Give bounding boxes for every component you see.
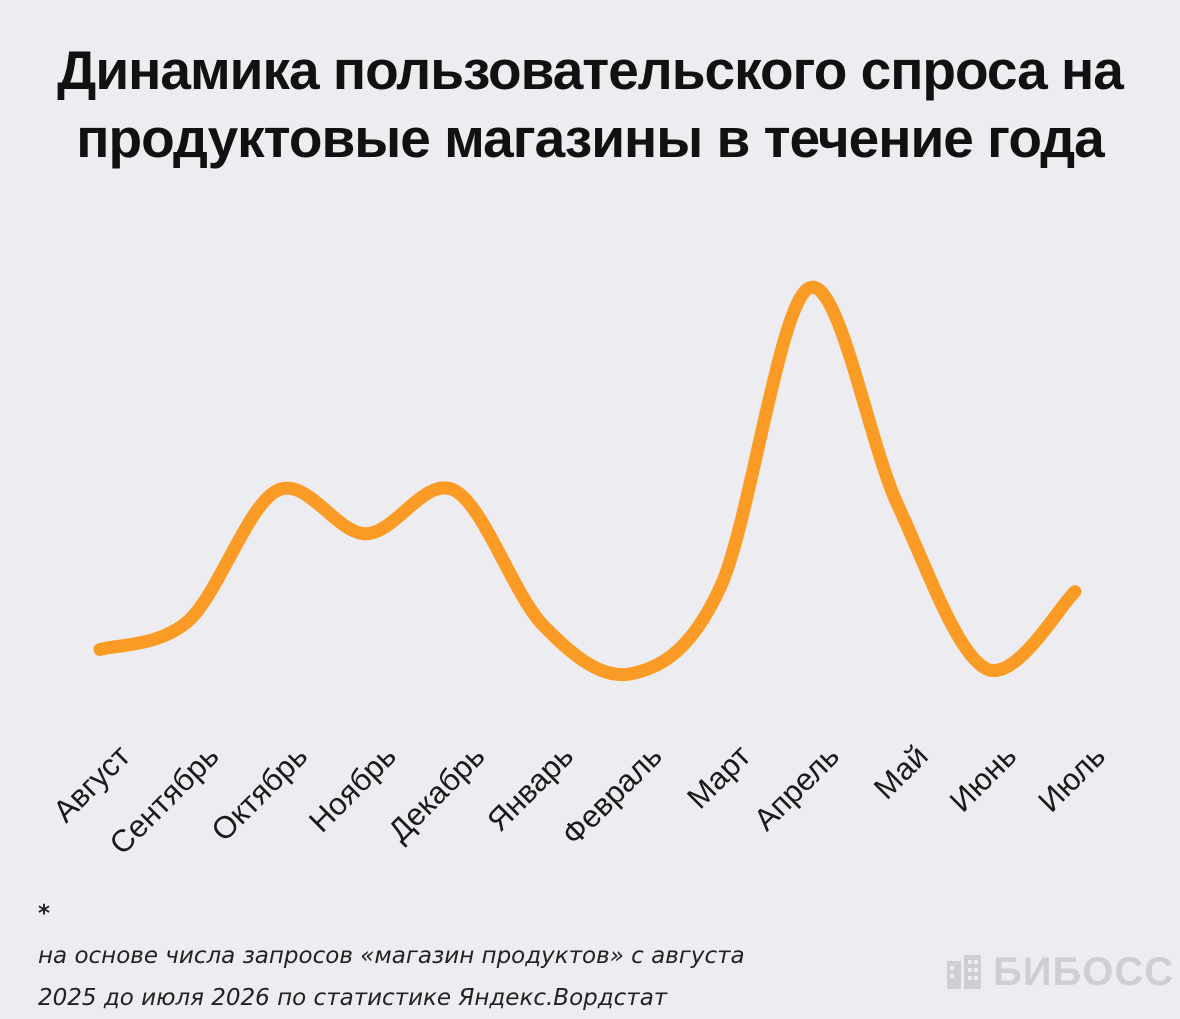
chart-title-line-2: продуктовые магазины в течение года <box>76 107 1104 169</box>
x-tick-label-3: Октябрь <box>205 738 315 848</box>
footnote-star: * <box>38 901 51 927</box>
demand-series-line <box>93 280 1082 682</box>
chart-title-line-1: Динамика пользовательского спроса на <box>57 39 1124 101</box>
brand-logo: БИБОСС <box>945 950 1174 994</box>
x-tick-label-8: Март <box>680 738 757 815</box>
x-tick-label-10: Май <box>867 738 935 806</box>
footnote-line-2: 2025 до июля 2026 по статистике Яндекс.В… <box>38 985 668 1011</box>
footnote: * на основе числа запросов «магазин проду… <box>38 893 745 1019</box>
footnote-text-1: на основе числа запросов «магазин продук… <box>38 943 745 969</box>
chart-title: Динамика пользовательского спроса на про… <box>0 36 1180 172</box>
footnote-line-1: * на основе числа запросов «магазин проду… <box>38 893 745 977</box>
x-tick-label-12: Июль <box>1031 738 1112 819</box>
x-tick-label-9: Апрель <box>747 738 846 837</box>
x-tick-label-11: Июнь <box>943 738 1023 818</box>
building-logo-icon <box>947 955 981 989</box>
brand-name: БИБОСС <box>993 949 1175 994</box>
x-tick-label-5: Декабрь <box>381 738 491 848</box>
